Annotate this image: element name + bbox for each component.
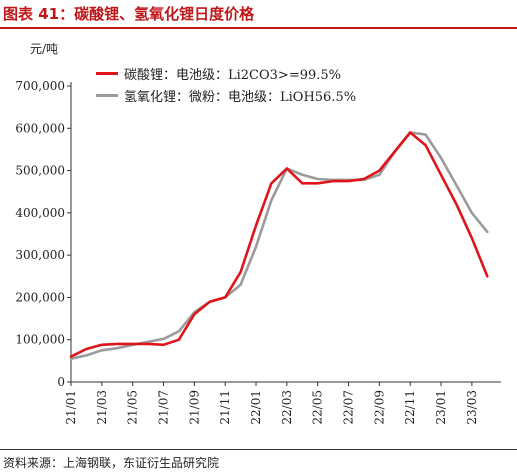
x-tick-label: 22/09 <box>372 390 386 425</box>
x-tick-label: 21/09 <box>187 390 201 425</box>
chart-title: 图表 41：碳酸锂、氢氧化锂日度价格 <box>3 5 255 23</box>
title-divider <box>0 27 517 29</box>
source-note: 资料来源：上海钢联，东证衍生品研究院 <box>3 456 220 470</box>
x-tick-label: 22/05 <box>311 390 325 425</box>
title-bar: 图表 41：碳酸锂、氢氧化锂日度价格 <box>0 0 517 29</box>
x-tick-label: 22/07 <box>342 390 356 425</box>
y-tick-label: 700,000 <box>15 79 65 93</box>
x-tick-label: 22/01 <box>249 390 263 425</box>
y-tick-label: 500,000 <box>15 164 65 178</box>
source-divider <box>0 449 517 450</box>
x-tick-label: 22/11 <box>403 390 417 425</box>
y-tick-label: 0 <box>57 375 65 389</box>
x-tick-label: 21/07 <box>157 390 171 425</box>
y-tick-label: 200,000 <box>15 290 65 304</box>
series-line-lithium-hydroxide <box>69 131 489 361</box>
x-tick-label: 23/03 <box>465 390 479 425</box>
x-tick-label: 21/03 <box>95 390 109 425</box>
y-tick-label: 400,000 <box>15 206 65 220</box>
legend-item-lithium-hydroxide: 氢氧化锂：微粉：电池级：LiOH56.5% <box>96 84 356 106</box>
x-tick-label: 23/01 <box>434 390 448 425</box>
legend-swatch-red <box>96 71 118 75</box>
x-tick-label: 22/03 <box>280 390 294 425</box>
legend-swatch-gray <box>96 93 118 97</box>
x-tick-label: 21/01 <box>64 390 78 425</box>
y-tick-label: 600,000 <box>15 121 65 135</box>
y-axis-unit-label: 元/吨 <box>30 42 59 56</box>
legend-label-lithium-hydroxide: 氢氧化锂：微粉：电池级：LiOH56.5% <box>124 89 357 105</box>
legend-label-lithium-carbonate: 碳酸锂：电池级：Li2CO3>=99.5% <box>124 67 342 83</box>
series-line-lithium-carbonate <box>69 131 489 358</box>
x-tick-label: 21/05 <box>126 390 140 425</box>
x-tick-label: 21/11 <box>218 390 232 425</box>
y-tick-label: 100,000 <box>15 333 65 347</box>
y-tick-label: 300,000 <box>15 248 65 262</box>
legend-item-lithium-carbonate: 碳酸锂：电池级：Li2CO3>=99.5% <box>96 62 356 84</box>
legend: 碳酸锂：电池级：Li2CO3>=99.5% 氢氧化锂：微粉：电池级：LiOH56… <box>96 62 356 106</box>
